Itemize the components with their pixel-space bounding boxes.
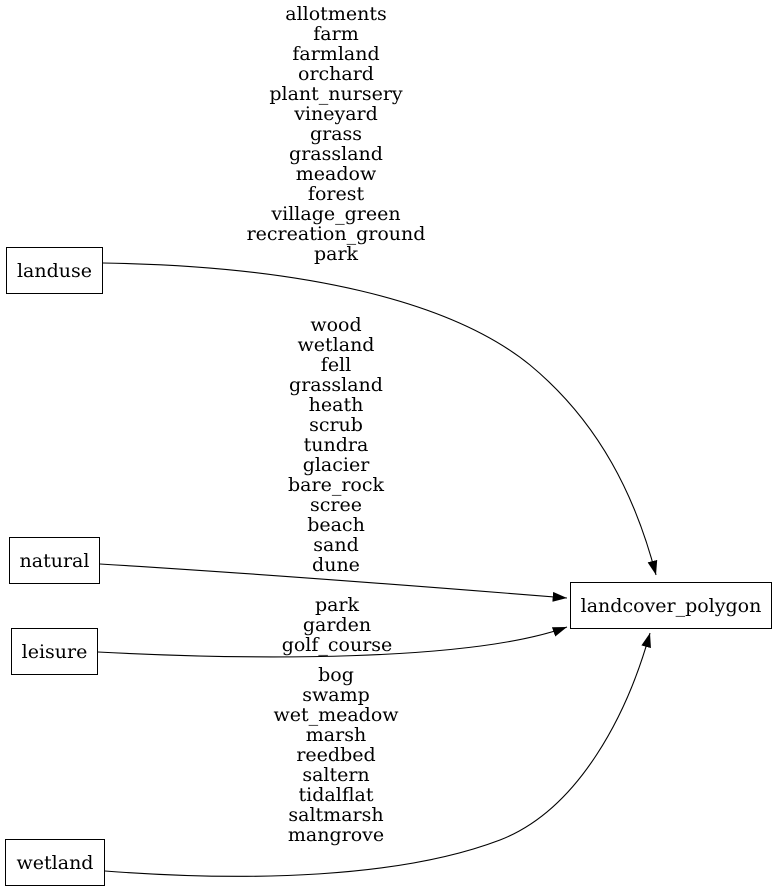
edge-label-wetland-values: bog swamp wet_meadow marsh reedbed salte…: [273, 664, 399, 846]
node-natural: natural: [9, 537, 100, 584]
node-wetland-label: wetland: [16, 851, 94, 874]
node-leisure: leisure: [11, 628, 98, 675]
node-leisure-label: leisure: [21, 640, 88, 663]
edge-leisure-to-landcover-polygon: [97, 626, 568, 658]
node-landcover-polygon: landcover_polygon: [570, 582, 772, 629]
node-natural-label: natural: [19, 549, 90, 572]
edge-label-leisure-values: park garden golf_course: [281, 594, 393, 656]
node-landuse-label: landuse: [16, 259, 93, 282]
edge-label-natural-values: wood wetland fell grassland heath scrub …: [288, 314, 384, 576]
node-landcover-polygon-label: landcover_polygon: [580, 594, 762, 617]
edge-wetland-to-landcover-polygon: [104, 632, 651, 877]
edge-landuse-to-landcover-polygon: [102, 262, 658, 576]
node-landuse: landuse: [6, 247, 103, 294]
edge-label-landuse-values: allotments farm farmland orchard plant_n…: [246, 3, 426, 265]
node-wetland: wetland: [5, 839, 105, 886]
edge-natural-to-landcover-polygon: [99, 563, 568, 602]
